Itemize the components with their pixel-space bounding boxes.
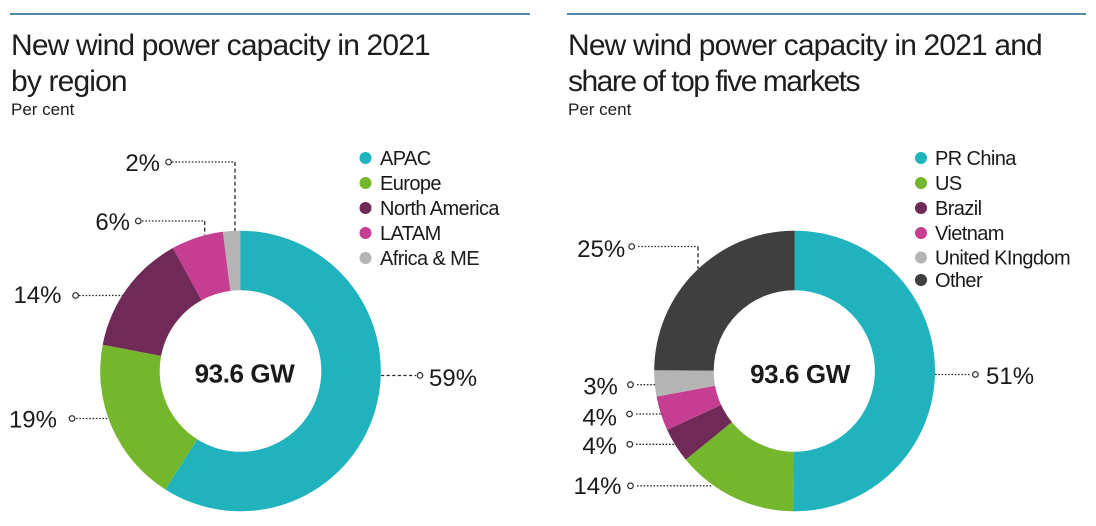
- svg-text:PR China: PR China: [935, 148, 1017, 170]
- svg-text:New wind power capacity in 202: New wind power capacity in 2021: [11, 29, 430, 62]
- svg-text:93.6 GW: 93.6 GW: [195, 359, 296, 389]
- svg-text:Other: Other: [935, 270, 983, 292]
- svg-text:4%: 4%: [582, 433, 617, 460]
- svg-text:Per cent: Per cent: [568, 100, 632, 119]
- svg-text:Per cent: Per cent: [11, 100, 75, 119]
- svg-text:Europe: Europe: [380, 173, 441, 195]
- svg-text:6%: 6%: [95, 209, 130, 236]
- svg-text:New wind power capacity in 202: New wind power capacity in 2021 and: [568, 29, 1042, 62]
- svg-text:3%: 3%: [583, 374, 618, 401]
- svg-text:51%: 51%: [986, 363, 1034, 390]
- svg-text:19%: 19%: [9, 406, 57, 433]
- svg-text:Vietnam: Vietnam: [935, 223, 1004, 245]
- svg-text:United KIngdom: United KIngdom: [935, 248, 1070, 270]
- svg-text:US: US: [935, 173, 962, 195]
- svg-text:LATAM: LATAM: [380, 223, 441, 245]
- svg-text:North America: North America: [380, 198, 500, 220]
- svg-text:2%: 2%: [125, 150, 160, 177]
- svg-text:APAC: APAC: [380, 148, 431, 170]
- svg-text:Brazil: Brazil: [935, 198, 982, 220]
- svg-text:93.6 GW: 93.6 GW: [750, 359, 851, 389]
- svg-text:Africa & ME: Africa & ME: [380, 248, 479, 270]
- svg-text:14%: 14%: [573, 473, 621, 500]
- svg-text:25%: 25%: [577, 236, 625, 263]
- svg-text:4%: 4%: [582, 404, 617, 431]
- svg-text:share of top five markets: share of top five markets: [568, 65, 859, 98]
- svg-text:59%: 59%: [429, 365, 477, 392]
- svg-text:14%: 14%: [13, 282, 61, 309]
- svg-text:by region: by region: [11, 65, 127, 98]
